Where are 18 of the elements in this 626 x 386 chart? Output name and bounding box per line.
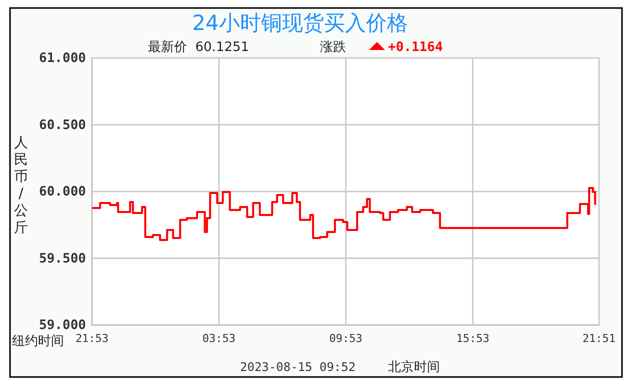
y-tick-label: 61.000 <box>39 51 86 66</box>
y-tick-label: 60.500 <box>39 118 86 133</box>
text: +0.1164 <box>388 40 443 55</box>
y-axis-title: 人民币/公斤 <box>14 135 28 236</box>
x-tick-label: 21:53 <box>75 332 109 345</box>
x-tick-label: 21:51 <box>582 332 616 345</box>
text: 2023-08-15 09:52 <box>240 360 356 374</box>
y-tick-label: 59.500 <box>39 251 86 266</box>
chart-subtitle: 最新价 60.1251 <box>148 40 250 55</box>
x-tick-label: 09:53 <box>329 332 362 345</box>
chart-title: 24小时铜现货买入价格 <box>192 11 408 35</box>
y-tick-label: 60.000 <box>39 184 86 200</box>
text: 纽约时间 <box>12 334 64 349</box>
x-tick-label: 15:53 <box>456 332 490 345</box>
y-tick-label: 59.000 <box>39 318 86 334</box>
text: 北京时间 <box>388 360 440 375</box>
text: 涨跌 <box>320 40 346 55</box>
x-tick-label: 03:53 <box>202 332 236 345</box>
